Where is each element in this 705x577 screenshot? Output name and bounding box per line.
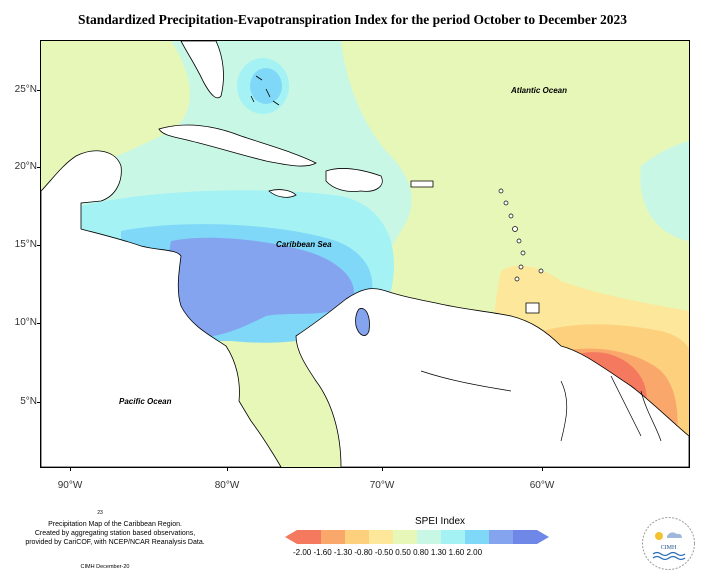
lon-tick-90w: 90°W — [57, 480, 83, 491]
cloud-icon — [667, 532, 682, 538]
lake-maracaibo — [355, 308, 370, 336]
land-jamaica — [268, 189, 297, 198]
legend-swatch — [345, 530, 369, 544]
lat-tick-5n: 5°N — [20, 396, 37, 407]
legend-tick-labels: -2.00 -1.60 -1.30 -0.80 -0.50 0.50 0.80 … — [293, 548, 483, 557]
label-pacific-ocean: Pacific Ocean — [119, 397, 172, 406]
legend-arrow-right — [537, 530, 549, 544]
footer-description: Precipitation Map of the Caribbean Regio… — [20, 520, 210, 547]
footer-credit: CIMH December-20 — [80, 564, 130, 570]
footer-line2: Created by aggregating station based obs… — [34, 530, 196, 537]
lat-tick-10n: 10°N — [14, 317, 37, 328]
map-canvas: Atlantic Ocean Caribbean Sea Pacific Oce… — [41, 41, 689, 467]
legend-title: SPEI Index — [414, 516, 466, 527]
label-atlantic-ocean: Atlantic Ocean — [510, 86, 567, 95]
lon-tick-80w: 80°W — [214, 480, 240, 491]
bahamas-wet-core — [250, 68, 282, 104]
lat-tick-mark — [37, 90, 41, 91]
footer-line3: provided by CariCOF, with NCEP/NCAR Rean… — [25, 539, 205, 546]
legend-swatch — [513, 530, 537, 544]
legend-swatch — [417, 530, 441, 544]
label-caribbean-sea: Caribbean Sea — [276, 240, 332, 249]
legend-arrow-left — [285, 530, 297, 544]
legend-swatch — [489, 530, 513, 544]
footer-line1: Precipitation Map of the Caribbean Regio… — [48, 521, 182, 528]
country-borders — [420, 370, 662, 442]
spei-map: Atlantic Ocean Caribbean Sea Pacific Oce… — [40, 40, 690, 468]
lon-tick-60w: 60°W — [529, 480, 555, 491]
lesser-antilles — [498, 188, 544, 282]
sun-icon — [655, 532, 663, 540]
legend-swatch — [393, 530, 417, 544]
land-central-america — [41, 150, 282, 467]
wet-zone-aqua-east — [640, 141, 689, 241]
lon-tick-mark — [227, 467, 228, 471]
logo-text: CIMH — [661, 545, 677, 551]
legend-swatch — [441, 530, 465, 544]
lat-tick-25n: 25°N — [14, 84, 37, 95]
lon-tick-70w: 70°W — [369, 480, 395, 491]
legend-swatch — [465, 530, 489, 544]
lat-tick-20n: 20°N — [14, 161, 37, 172]
map-title: Standardized Precipitation-Evapotranspir… — [77, 12, 628, 27]
legend-colorbar — [285, 530, 549, 544]
bahamas-islands — [250, 75, 280, 106]
legend-swatch — [297, 530, 321, 544]
waves-icon — [652, 551, 686, 561]
land-hispaniola — [325, 168, 383, 192]
legend-swatch — [321, 530, 345, 544]
caribbean-wettest-zone — [167, 237, 354, 337]
land-puerto-rico — [410, 180, 434, 188]
lat-tick-15n: 15°N — [14, 239, 37, 250]
lat-tick-mark — [37, 167, 41, 168]
lat-tick-mark — [37, 323, 41, 324]
lat-tick-mark — [37, 402, 41, 403]
footer-number: 23 — [97, 510, 103, 516]
lon-tick-mark — [542, 467, 543, 471]
land-cuba — [158, 124, 317, 167]
land-florida — [180, 41, 224, 99]
lon-tick-mark — [382, 467, 383, 471]
lon-tick-mark — [70, 467, 71, 471]
land-south-america — [295, 288, 689, 467]
land-trinidad — [525, 302, 540, 314]
cimh-logo: CIMH — [642, 517, 695, 570]
legend-swatch — [369, 530, 393, 544]
lat-tick-mark — [37, 245, 41, 246]
